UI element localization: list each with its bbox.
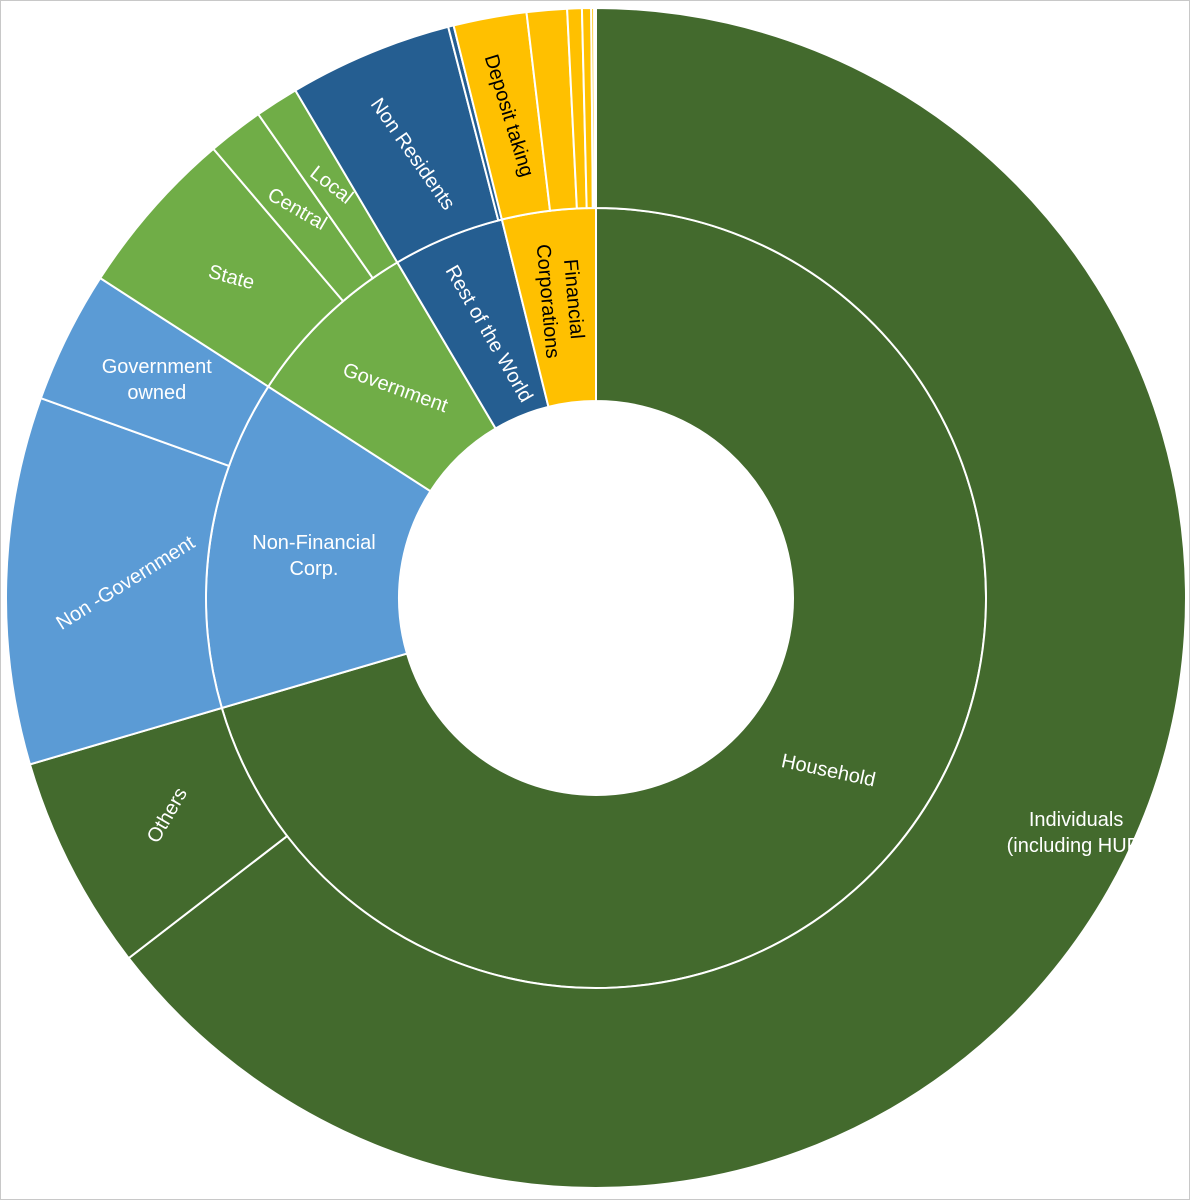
label-line-non-financial: Corp. [289,559,338,581]
outer-ring [5,6,1187,1189]
inner-ring [205,206,987,989]
label-line-individuals: (including HUF) [1007,835,1146,857]
outer-segment-individuals[interactable] [127,6,1187,1189]
label-line-individuals: Individuals [1029,809,1124,831]
label-line-government-owned: Government [102,356,212,378]
label-line-government-owned: owned [127,382,186,404]
label-line-non-financial: Non-Financial [252,533,375,555]
label-government-owned: Government owned [102,356,212,404]
label-individuals: Individuals (including HUF) [1007,809,1146,857]
outer-segment-fin-f[interactable] [593,6,597,210]
label-non-financial: Non-Financial Corp. [252,533,375,581]
